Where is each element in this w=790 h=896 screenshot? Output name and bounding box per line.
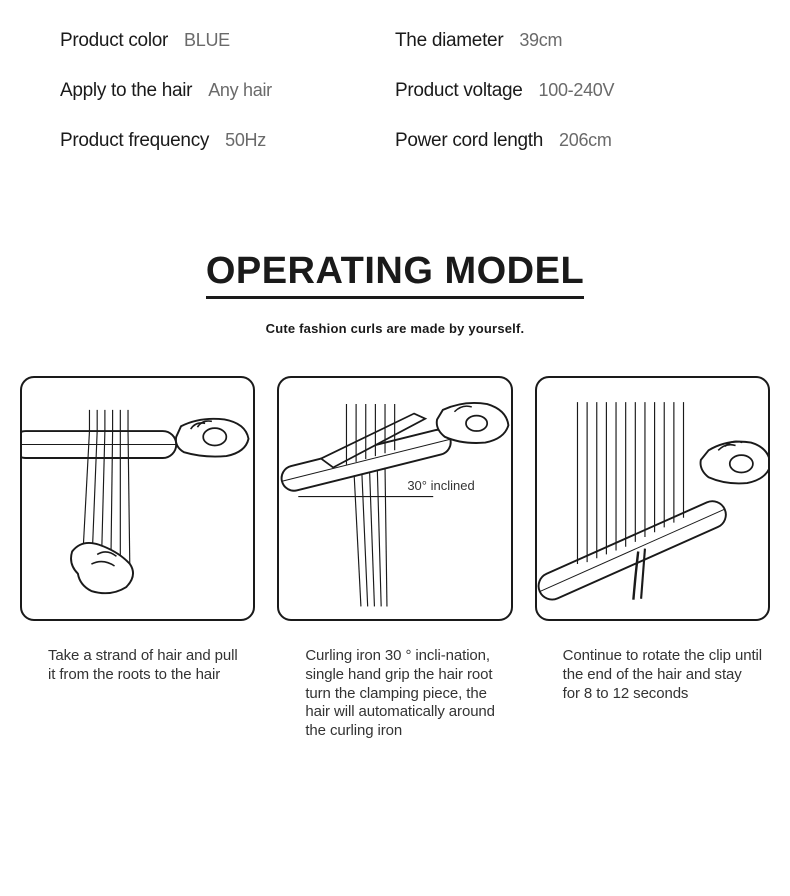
spec-row: The diameter 39cm	[395, 30, 730, 52]
spec-value: BLUE	[184, 30, 230, 51]
spec-label: Product color	[60, 30, 168, 52]
spec-row: Power cord length 206cm	[395, 130, 730, 152]
spec-value: 206cm	[559, 130, 612, 151]
spec-label: Power cord length	[395, 130, 543, 152]
spec-label: Product frequency	[60, 130, 209, 152]
spec-row: Product voltage 100-240V	[395, 80, 730, 102]
spec-row: Product frequency 50Hz	[60, 130, 395, 152]
angle-label: 30° inclined	[407, 478, 474, 493]
sub-heading: Cute fashion curls are made by yourself.	[0, 321, 790, 336]
step-box: 30° inclined	[277, 376, 512, 621]
spec-label: The diameter	[395, 30, 503, 52]
step-box	[20, 376, 255, 621]
steps-row: Take a strand of hair and pull it from t…	[0, 336, 790, 741]
spec-value: 100-240V	[539, 80, 615, 101]
step-illustration-icon	[279, 378, 510, 619]
step-illustration-icon	[537, 378, 768, 619]
spec-row: Apply to the hair Any hair	[60, 80, 395, 102]
step-illustration-icon	[22, 378, 253, 619]
step-box	[535, 376, 770, 621]
step-3: Continue to rotate the clip until the en…	[535, 376, 770, 741]
specs-grid: Product color BLUE The diameter 39cm App…	[0, 0, 790, 190]
spec-value: 50Hz	[225, 130, 266, 151]
step-caption: Continue to rotate the clip until the en…	[535, 647, 770, 703]
spec-value: Any hair	[208, 80, 272, 101]
spec-label: Product voltage	[395, 80, 523, 102]
spec-row: Product color BLUE	[60, 30, 395, 52]
step-caption: Take a strand of hair and pull it from t…	[20, 647, 255, 685]
step-2: 30° inclined Curling iron 30 ° incli-nat…	[277, 376, 512, 741]
heading-block: OPERATING MODEL Cute fashion curls are m…	[0, 250, 790, 336]
spec-value: 39cm	[519, 30, 562, 51]
main-heading: OPERATING MODEL	[206, 250, 584, 297]
step-caption: Curling iron 30 ° incli-nation, single h…	[277, 647, 512, 741]
step-1: Take a strand of hair and pull it from t…	[20, 376, 255, 741]
spec-label: Apply to the hair	[60, 80, 192, 102]
